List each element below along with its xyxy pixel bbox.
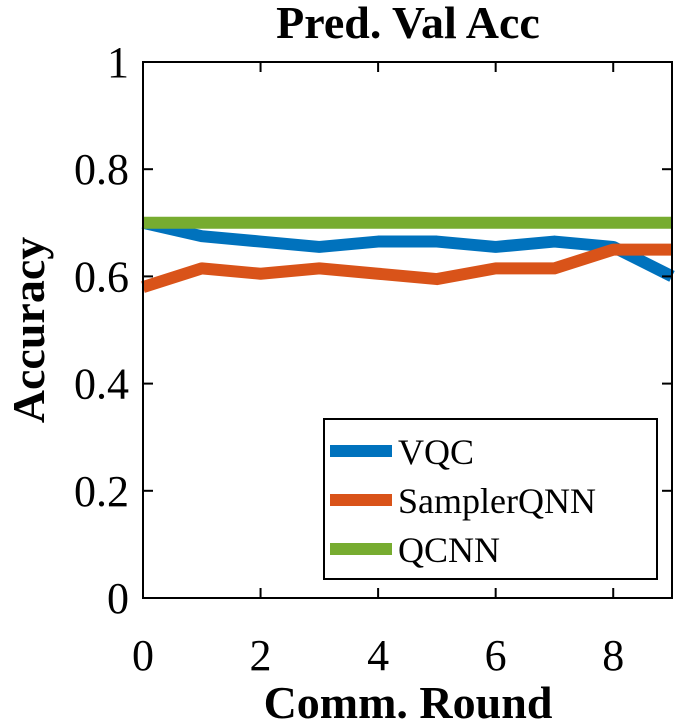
y-tick-label: 0	[107, 574, 129, 623]
y-axis-label: Accuracy	[3, 237, 54, 423]
chart-title: Pred. Val Acc	[276, 0, 540, 48]
series-layer	[141, 216, 675, 293]
legend-label-qcnn: QCNN	[398, 530, 500, 570]
x-axis-label: Comm. Round	[264, 677, 553, 724]
tick-layer: 0 2 4 6 8 0 0.2 0.4 0.6 0.8 1	[74, 38, 672, 680]
legend-label-vqc: VQC	[398, 432, 474, 472]
x-tick-label: 4	[367, 631, 389, 680]
x-tick-label: 2	[250, 631, 272, 680]
axes-box	[142, 61, 673, 599]
series-line-samplerqnn	[141, 243, 672, 293]
x-tick-label: 0	[132, 631, 154, 680]
x-tick-label: 8	[602, 631, 624, 680]
y-tick-label: 0.2	[74, 467, 129, 516]
y-tick-label: 0.8	[74, 145, 129, 194]
series-line-vqc	[141, 216, 675, 282]
y-tick-label: 0.4	[74, 360, 129, 409]
y-tick-label: 0.6	[74, 252, 129, 301]
legend-label-samplerqnn: SamplerQNN	[398, 481, 596, 521]
legend: VQC SamplerQNN QCNN	[323, 418, 658, 580]
y-tick-label: 1	[107, 38, 129, 87]
x-tick-label: 6	[485, 631, 507, 680]
